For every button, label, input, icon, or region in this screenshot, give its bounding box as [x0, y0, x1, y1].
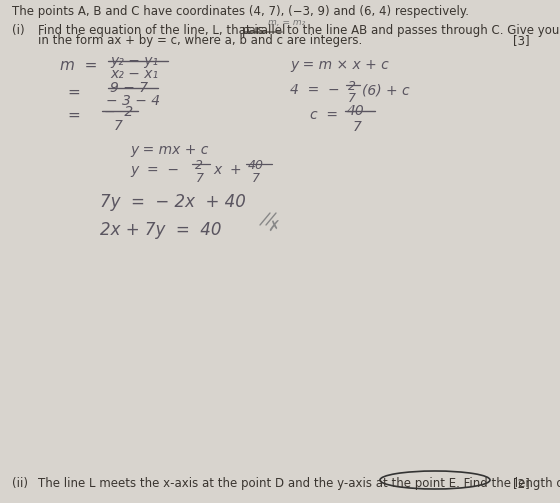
Text: 7y  =  − 2x  + 40: 7y = − 2x + 40: [100, 193, 246, 211]
Text: 40: 40: [248, 159, 264, 172]
Text: 7: 7: [196, 172, 204, 185]
Text: 7: 7: [348, 92, 356, 105]
Text: x  +: x +: [213, 163, 241, 177]
Text: −  2: − 2: [104, 105, 133, 119]
Text: Find the equation of the line, L, that is: Find the equation of the line, L, that i…: [38, 24, 264, 37]
Text: (6) + c: (6) + c: [362, 83, 409, 97]
Text: to the line AB and passes through C. Give your answer: to the line AB and passes through C. Giv…: [287, 24, 560, 37]
Text: (ii): (ii): [12, 477, 28, 490]
Text: in the form ax + by = c, where a, b and c are integers.: in the form ax + by = c, where a, b and …: [38, 34, 362, 47]
Text: 2: 2: [348, 80, 356, 93]
Text: c  =: c =: [310, 108, 338, 122]
Text: m  =: m =: [60, 58, 97, 73]
Text: =: =: [67, 85, 80, 100]
Text: (i): (i): [12, 24, 25, 37]
Text: 7: 7: [114, 119, 123, 133]
Text: − 3 − 4: − 3 − 4: [106, 94, 160, 108]
Text: y₂ − y₁: y₂ − y₁: [110, 54, 158, 68]
Text: ✗: ✗: [267, 220, 280, 235]
Text: 4  =  −: 4 = −: [290, 83, 339, 97]
Text: 40: 40: [347, 104, 365, 118]
Text: The line L meets the x-axis at the point D and the y-axis at the point E. Find t: The line L meets the x-axis at the point…: [38, 477, 560, 490]
Text: 7: 7: [252, 172, 260, 185]
Text: y = m × x + c: y = m × x + c: [290, 58, 389, 72]
Text: [2]: [2]: [514, 477, 530, 490]
Text: y  =  −: y = −: [130, 163, 179, 177]
Text: [3]: [3]: [514, 34, 530, 47]
Text: x₂ − x₁: x₂ − x₁: [110, 67, 158, 81]
Text: 2: 2: [195, 159, 203, 172]
Text: =: =: [67, 108, 80, 123]
Text: 7: 7: [353, 120, 362, 134]
Text: m, = m₂: m, = m₂: [268, 18, 305, 27]
Text: 2x + 7y  =  40: 2x + 7y = 40: [100, 221, 222, 239]
Text: y = mx + c: y = mx + c: [130, 143, 208, 157]
Text: parallel: parallel: [242, 24, 286, 37]
Text: 9 − 7: 9 − 7: [110, 81, 148, 95]
Text: The points A, B and C have coordinates (4, 7), (−3, 9) and (6, 4) respectively.: The points A, B and C have coordinates (…: [12, 5, 469, 18]
